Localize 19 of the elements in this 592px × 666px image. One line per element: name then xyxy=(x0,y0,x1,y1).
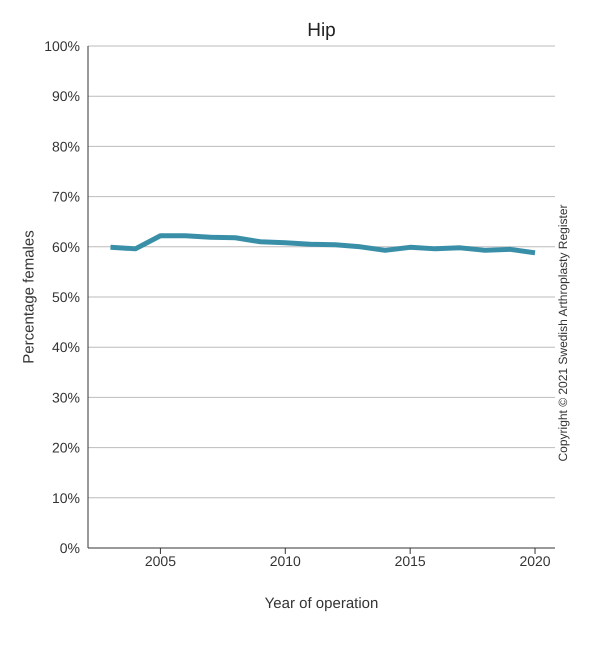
chart-title: Hip xyxy=(306,20,337,42)
y-tick-label: 30% xyxy=(52,389,80,406)
x-tick-label: 2005 xyxy=(144,552,176,569)
x-tick-label: 2015 xyxy=(394,552,426,569)
x-tick-label: 2010 xyxy=(270,552,302,569)
y-tick-label: 40% xyxy=(52,339,80,356)
y-tick-label: 20% xyxy=(52,440,80,456)
x-tick-label: 2020 xyxy=(519,552,551,569)
y-tick-label: 90% xyxy=(52,88,80,104)
y-tick-label: 60% xyxy=(52,238,80,255)
y-tick-label: 0% xyxy=(60,540,80,556)
y-tick-label: 50% xyxy=(52,288,80,305)
y-tick-label: 10% xyxy=(52,490,80,506)
y-tick-label: 100% xyxy=(44,38,80,54)
y-tick-label: 80% xyxy=(52,138,80,154)
text: Copyright © 2021 Swedish Arthroplasty Register xyxy=(556,204,570,462)
x-axis-title: Year of operation xyxy=(264,595,378,612)
y-axis-title: Percentage females xyxy=(20,230,38,364)
y-tick-label: 70% xyxy=(52,188,80,205)
